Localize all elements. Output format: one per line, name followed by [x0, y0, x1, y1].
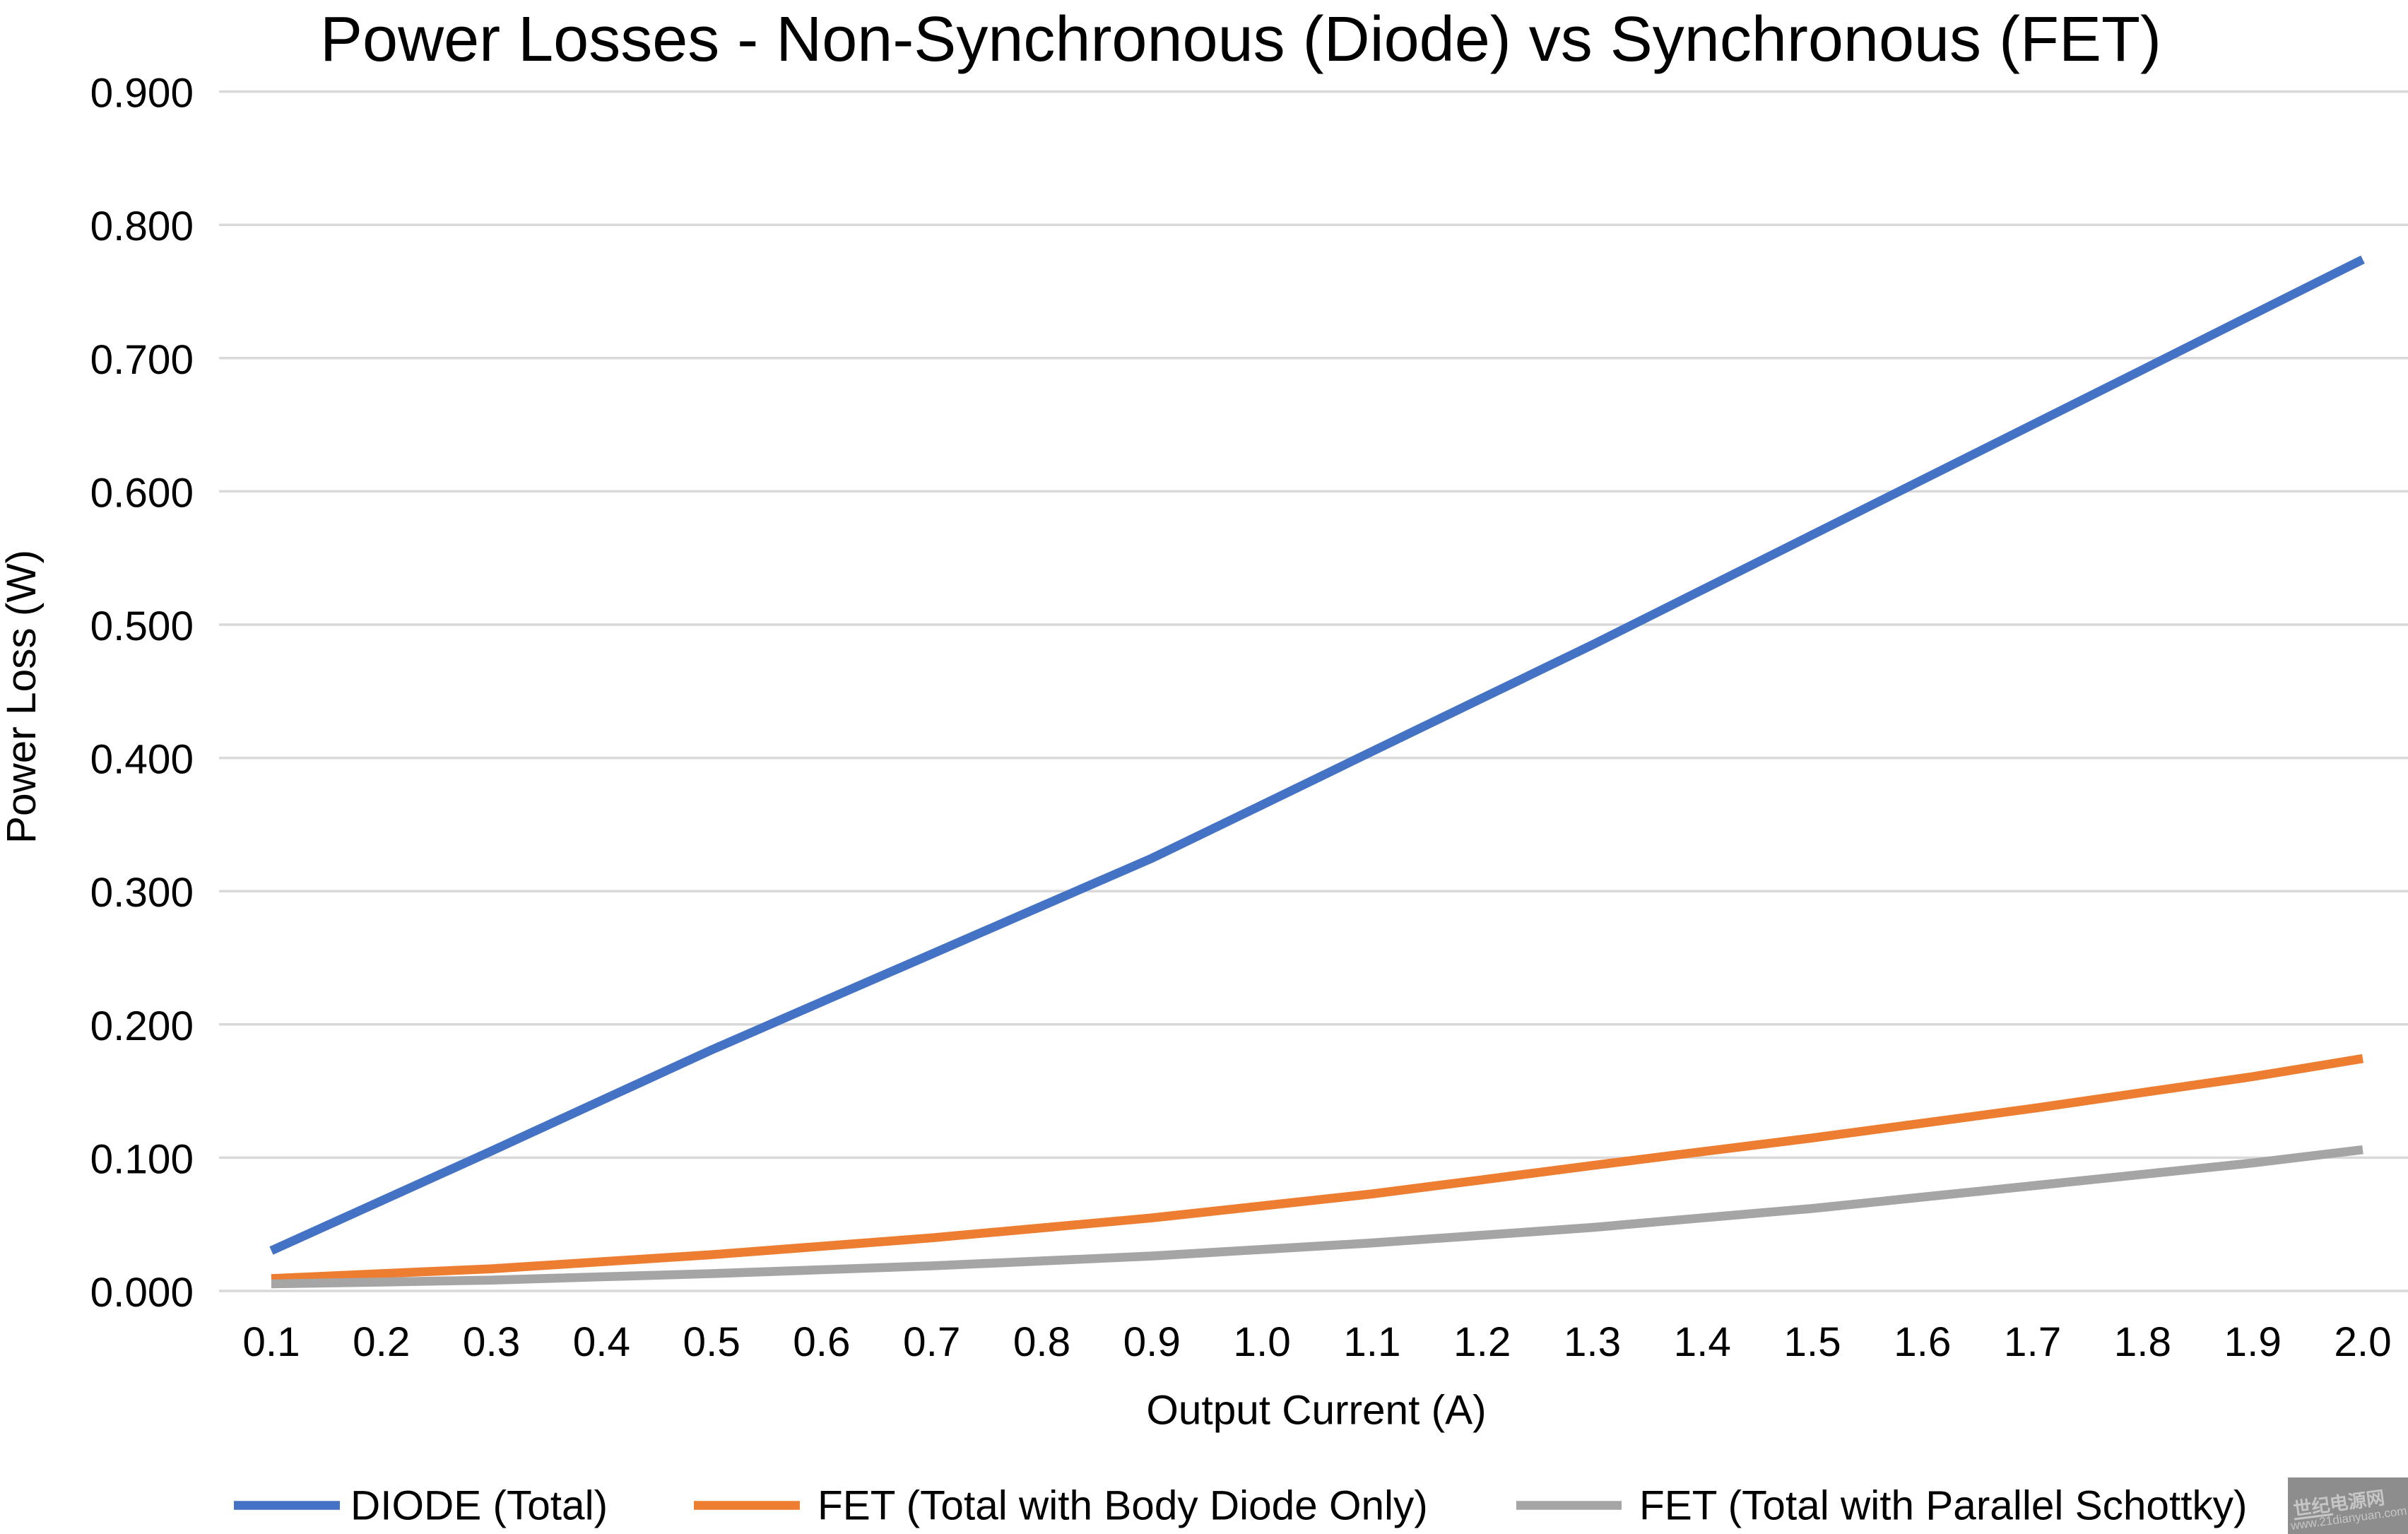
svg-text:0.000: 0.000	[90, 1270, 194, 1316]
svg-text:0.4: 0.4	[573, 1319, 630, 1365]
svg-text:1.8: 1.8	[2114, 1319, 2171, 1365]
svg-text:1.4: 1.4	[1674, 1319, 1731, 1365]
svg-text:0.400: 0.400	[90, 737, 194, 783]
svg-text:0.300: 0.300	[90, 870, 194, 916]
svg-text:1.5: 1.5	[1783, 1319, 1841, 1365]
svg-text:1.3: 1.3	[1564, 1319, 1621, 1365]
svg-text:0.1: 0.1	[242, 1319, 300, 1365]
svg-text:1.0: 1.0	[1233, 1319, 1290, 1365]
svg-text:Power Losses - Non-Synchronous: Power Losses - Non-Synchronous (Diode) v…	[320, 4, 2161, 75]
svg-text:1.7: 1.7	[2004, 1319, 2061, 1365]
svg-text:FET (Total with Body Diode Onl: FET (Total with Body Diode Only)	[818, 1483, 1428, 1529]
svg-text:2.0: 2.0	[2334, 1319, 2391, 1365]
svg-text:0.500: 0.500	[90, 603, 194, 649]
svg-text:Output Current (A): Output Current (A)	[1146, 1388, 1486, 1434]
svg-text:DIODE (Total): DIODE (Total)	[350, 1483, 608, 1529]
svg-text:0.900: 0.900	[90, 71, 194, 117]
svg-text:1.2: 1.2	[1453, 1319, 1511, 1365]
svg-text:1.6: 1.6	[1894, 1319, 1951, 1365]
svg-text:0.8: 0.8	[1013, 1319, 1070, 1365]
svg-text:FET (Total with Parallel Schot: FET (Total with Parallel Schottky)	[1639, 1483, 2247, 1529]
svg-text:0.9: 0.9	[1123, 1319, 1181, 1365]
svg-text:0.100: 0.100	[90, 1136, 194, 1182]
svg-text:1.9: 1.9	[2224, 1319, 2282, 1365]
svg-text:0.5: 0.5	[683, 1319, 740, 1365]
svg-text:0.200: 0.200	[90, 1003, 194, 1049]
svg-text:0.6: 0.6	[793, 1319, 850, 1365]
svg-text:0.2: 0.2	[353, 1319, 410, 1365]
svg-text:1.1: 1.1	[1343, 1319, 1400, 1365]
svg-text:Power Loss (W): Power Loss (W)	[0, 550, 45, 844]
svg-text:0.600: 0.600	[90, 470, 194, 516]
svg-text:0.3: 0.3	[463, 1319, 520, 1365]
svg-text:0.7: 0.7	[903, 1319, 960, 1365]
svg-text:0.700: 0.700	[90, 337, 194, 383]
svg-text:0.800: 0.800	[90, 203, 194, 249]
